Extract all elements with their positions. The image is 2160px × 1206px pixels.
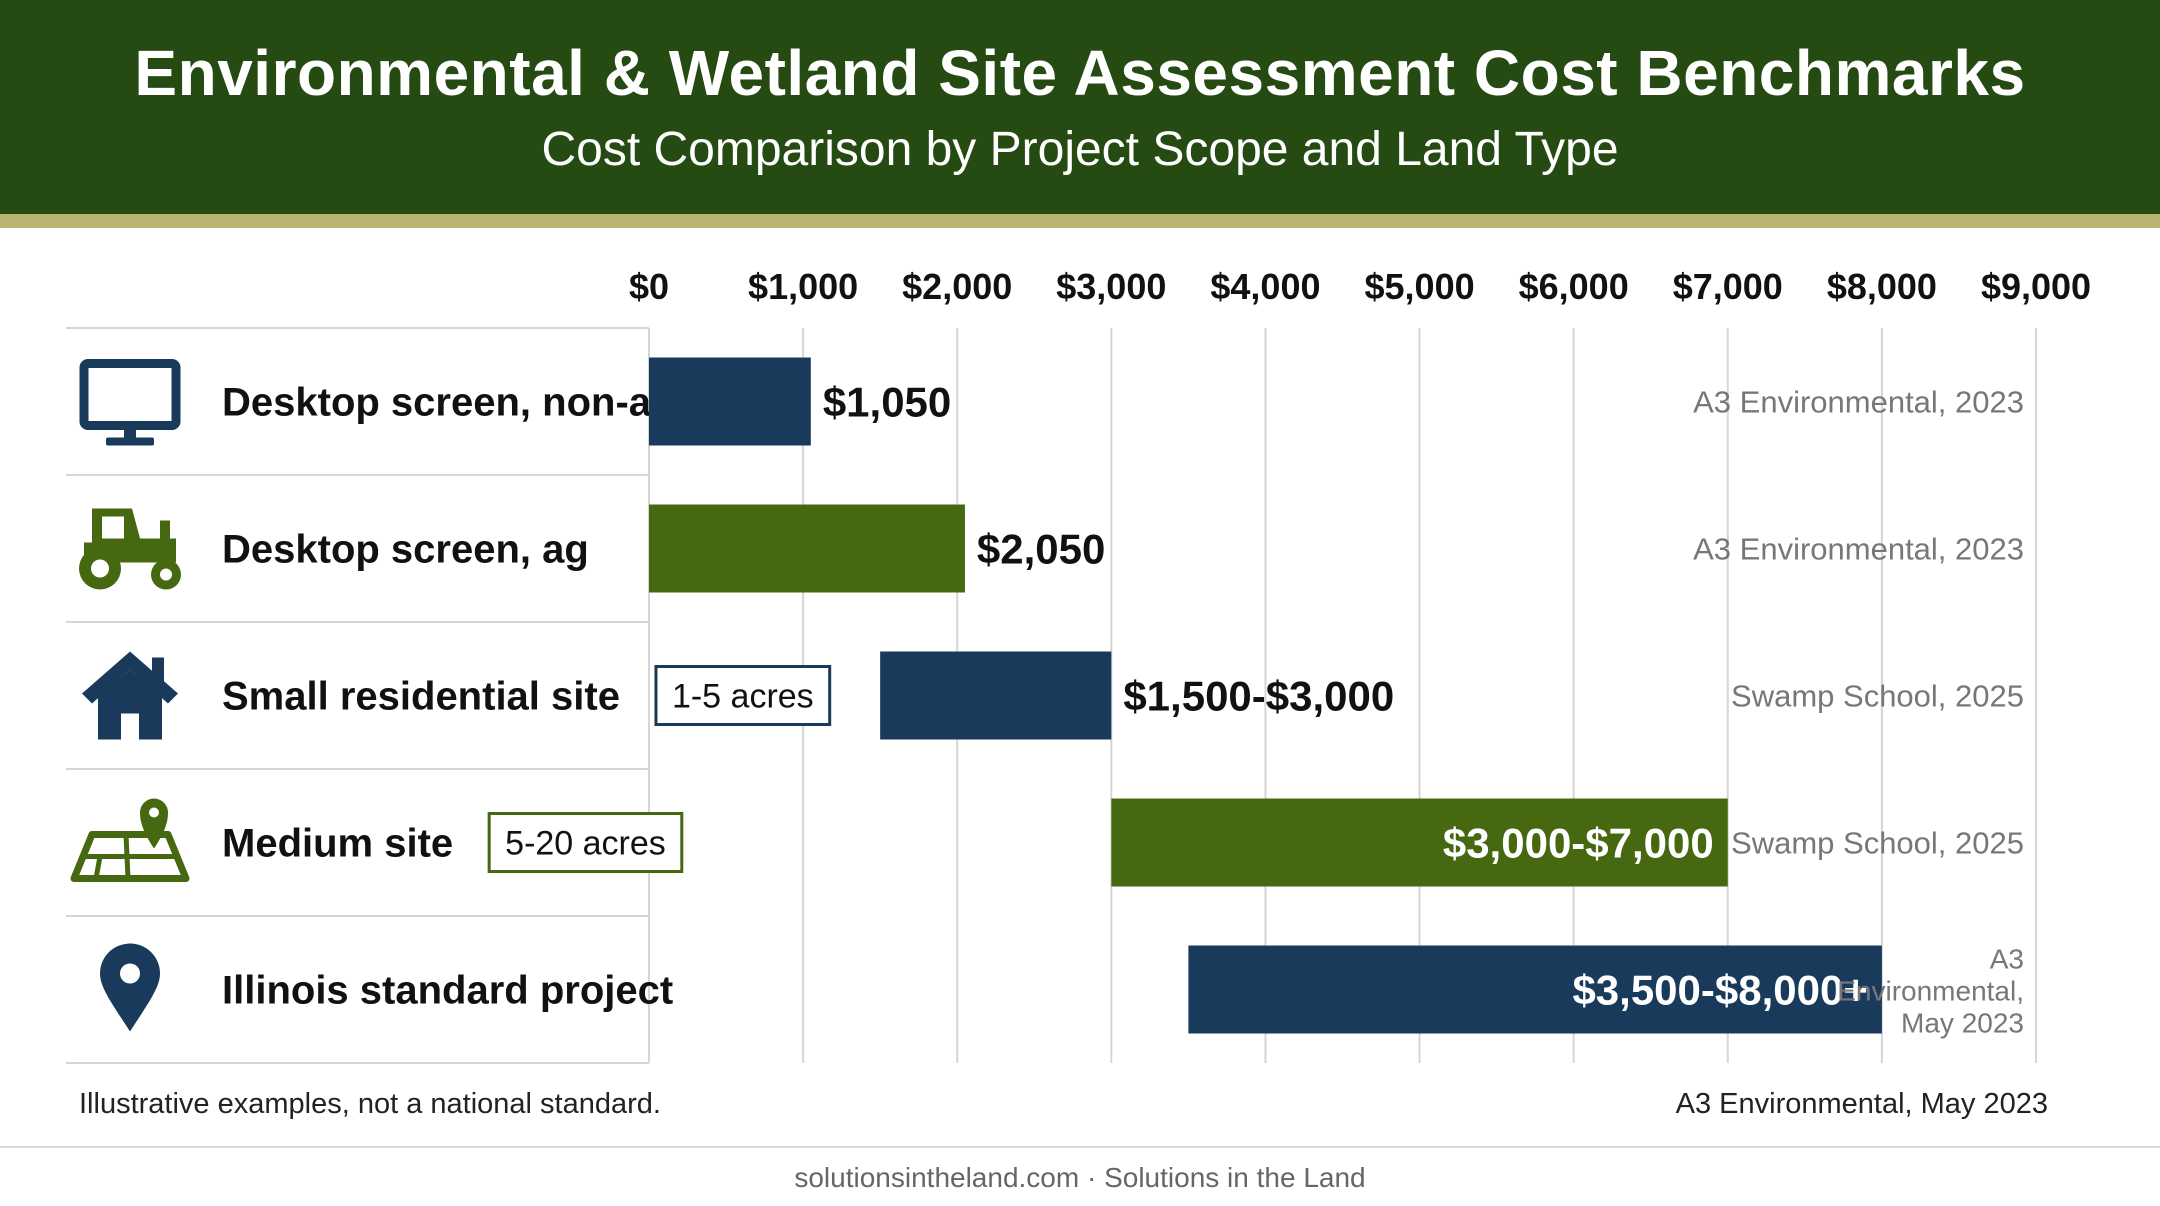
x-axis-tick-labels: $0 $1,000 $2,000 $3,000 $4,000 $5,000 $6,000 $7… bbox=[629, 266, 2091, 307]
value-label: $3,000-$7,000 bbox=[1443, 820, 1714, 867]
acreage-tag: 1-5 acres bbox=[654, 665, 832, 726]
source-labels: A3 Environmental, 2023 A3 Environmental, … bbox=[1693, 385, 2024, 1039]
bar bbox=[880, 651, 1112, 740]
category-rows: Desktop screen, non-ag Desktop screen, ag… bbox=[66, 327, 832, 1064]
header-accent-stripe bbox=[0, 214, 2160, 228]
value-label: $1,500-$3,000 bbox=[1123, 673, 1394, 720]
bar bbox=[649, 357, 811, 446]
footer-credit: solutionsintheland.com · Solutions in th… bbox=[794, 1162, 1366, 1193]
value-label: $2,050 bbox=[977, 526, 1105, 573]
monitor-icon bbox=[79, 359, 181, 446]
bar bbox=[1111, 798, 1728, 887]
source-label: A3 Environmental, 2023 bbox=[1693, 385, 2024, 420]
value-labels: $1,050 $2,050 $1,500-$3,000 $3,000-$7,000 $3… bbox=[823, 379, 1868, 1014]
category-label: Medium site bbox=[222, 822, 453, 866]
x-tick-label: $4,000 bbox=[1210, 266, 1320, 307]
x-tick-label: $3,000 bbox=[1056, 266, 1166, 307]
source-label: Swamp School, 2025 bbox=[1731, 679, 2024, 714]
acreage-tag: 5-20 acres bbox=[487, 812, 684, 873]
x-tick-label: $1,000 bbox=[748, 266, 858, 307]
chart-subtitle: Cost Comparison by Project Scope and Lan… bbox=[541, 123, 1619, 176]
source-label: A3 bbox=[1990, 944, 2024, 975]
category-label: Desktop screen, ag bbox=[222, 528, 589, 572]
category-row: Desktop screen, ag bbox=[79, 508, 589, 590]
chart-title: Environmental & Wetland Site Assessment … bbox=[134, 37, 2026, 109]
source-label: A3 Environmental, 2023 bbox=[1693, 532, 2024, 567]
x-tick-label: $2,000 bbox=[902, 266, 1012, 307]
category-row: Small residential site 1-5 acres bbox=[82, 651, 832, 740]
site-map-icon bbox=[70, 798, 190, 882]
value-label: $1,050 bbox=[823, 379, 951, 426]
category-row: Medium site 5-20 acres bbox=[70, 798, 684, 882]
x-tick-label: $8,000 bbox=[1827, 266, 1937, 307]
bar bbox=[1188, 945, 1882, 1034]
value-label: $3,500-$8,000+ bbox=[1572, 967, 1867, 1014]
category-row: Illinois standard project bbox=[100, 943, 673, 1032]
disclaimer-note: Illustrative examples, not a national st… bbox=[79, 1088, 661, 1120]
acreage-tag-label: 5-20 acres bbox=[505, 825, 666, 863]
header-banner bbox=[0, 0, 2160, 214]
footer-divider bbox=[0, 1146, 2160, 1148]
source-label: Swamp School, 2025 bbox=[1731, 826, 2024, 861]
x-tick-label: $9,000 bbox=[1981, 266, 2091, 307]
x-tick-label: $0 bbox=[629, 266, 669, 307]
acreage-tag-label: 1-5 acres bbox=[672, 678, 814, 716]
category-label: Small residential site bbox=[222, 675, 620, 719]
cost-bar-chart: $0 $1,000 $2,000 $3,000 $4,000 $5,000 $6,000 $7… bbox=[66, 266, 2091, 1064]
bar bbox=[649, 504, 965, 593]
x-tick-label: $5,000 bbox=[1365, 266, 1475, 307]
house-icon bbox=[82, 651, 178, 740]
tractor-icon bbox=[79, 508, 181, 590]
x-tick-label: $7,000 bbox=[1673, 266, 1783, 307]
acreage-tag-box bbox=[654, 665, 832, 726]
source-label: Environmental, bbox=[1837, 976, 2024, 1007]
source-note: A3 Environmental, May 2023 bbox=[1675, 1088, 2048, 1120]
x-tick-label: $6,000 bbox=[1519, 266, 1629, 307]
source-label: May 2023 bbox=[1901, 1008, 2024, 1039]
category-label: Illinois standard project bbox=[222, 969, 673, 1013]
category-row: Desktop screen, non-ag bbox=[79, 359, 675, 446]
location-pin-icon bbox=[100, 943, 160, 1032]
bars bbox=[649, 357, 1882, 1034]
acreage-tag-box bbox=[487, 812, 684, 873]
category-label: Desktop screen, non-ag bbox=[222, 381, 675, 425]
